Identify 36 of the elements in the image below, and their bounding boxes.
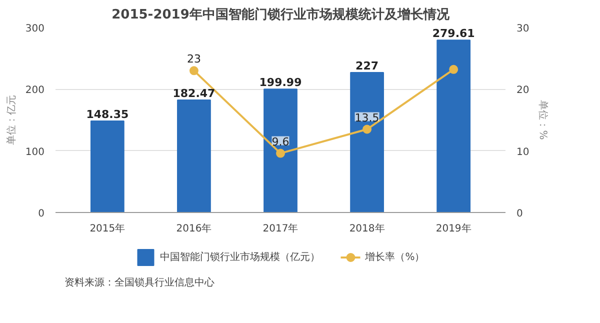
legend-label: 增长率（%） [365, 250, 425, 264]
y2-tick-label: 30 [516, 24, 530, 34]
data-label: 23 [186, 52, 201, 66]
bar [264, 88, 298, 212]
data-label: 13.5 [354, 111, 380, 124]
y2-tick-label: 10 [516, 146, 530, 158]
x-tick-label: 2017年 [262, 222, 298, 234]
point [276, 148, 285, 158]
data-label: 9.6 [272, 135, 290, 148]
text: 资料来源：全国锁具行业信息中心 [64, 276, 214, 288]
y2-axis-title: 单位：% [537, 100, 550, 140]
y2-tick-label: 20 [516, 85, 530, 96]
bar [436, 40, 471, 212]
point [362, 124, 372, 134]
y-tick-label: 100 [25, 146, 45, 158]
y-axis-title: 单位：亿元 [5, 95, 18, 145]
chart-title: 2015-2019年中国智能门锁行业市场规模统计及增长情况 [112, 6, 450, 22]
data-label: 227 [356, 60, 379, 73]
x-tick-label: 2019年 [436, 222, 472, 234]
data-label: 279.61 [432, 27, 475, 40]
bar [90, 120, 124, 212]
data-label: 148.35 [86, 108, 129, 122]
x-tick-label: 2016年 [176, 222, 212, 234]
legend-label: 中国智能门锁行业市场规模（亿元） [160, 250, 320, 264]
y2-tick-label: 0 [516, 208, 523, 220]
y-tick-label: 200 [25, 85, 45, 96]
x-tick-label: 2018年 [349, 222, 385, 234]
data-label: 182.47 [172, 86, 216, 100]
bar [350, 72, 384, 212]
y-tick-label: 0 [38, 208, 45, 220]
data-label: 199.99 [259, 76, 302, 90]
point [449, 64, 458, 74]
bar [177, 99, 211, 212]
y-tick-label: 300 [25, 24, 45, 34]
x-tick-label: 2015年 [90, 222, 126, 234]
point [189, 66, 198, 76]
